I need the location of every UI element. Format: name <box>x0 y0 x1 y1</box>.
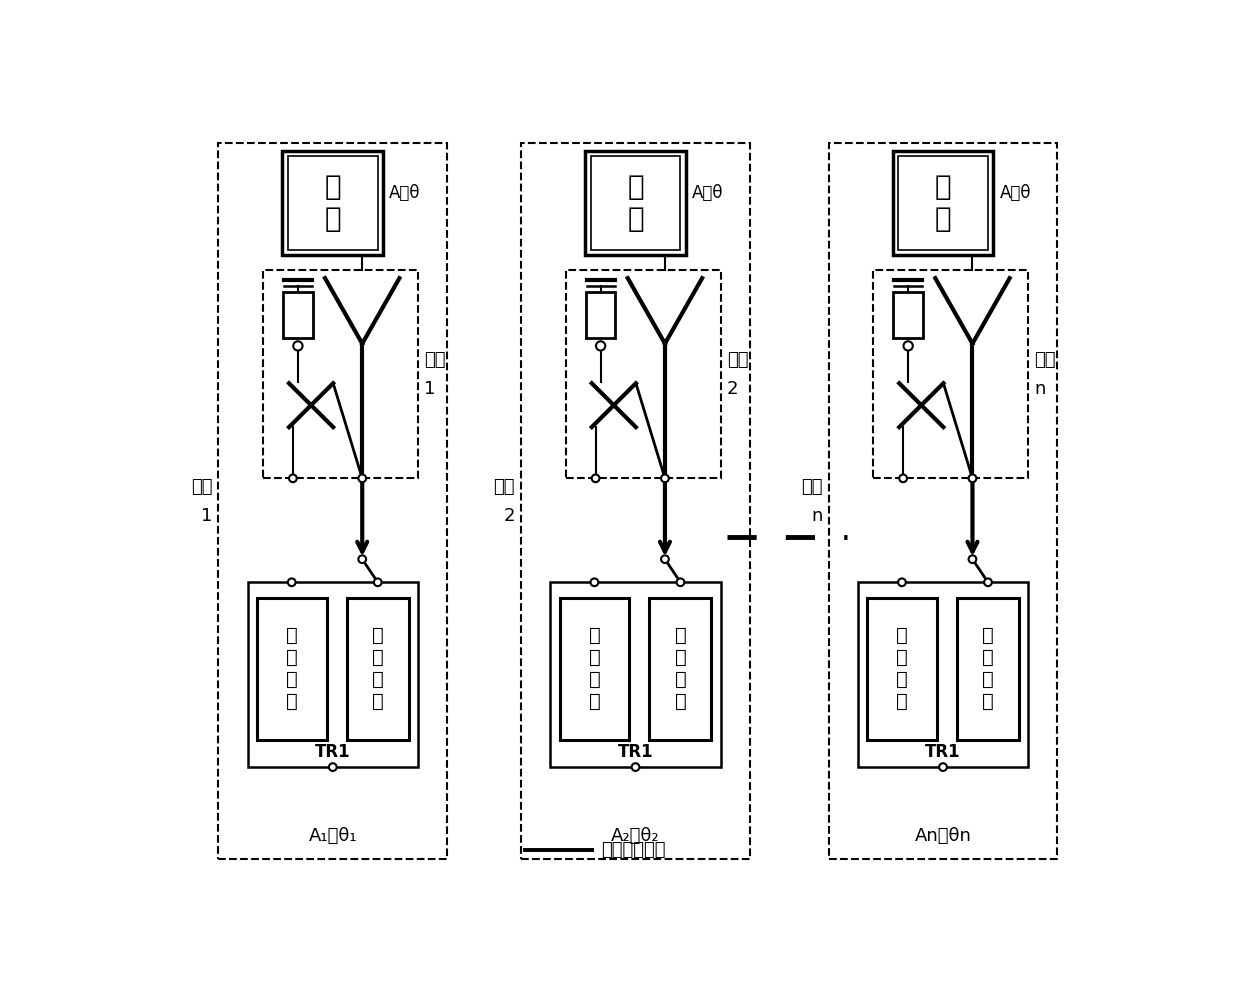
Circle shape <box>939 763 947 771</box>
Text: 链路
2: 链路 2 <box>494 478 515 525</box>
Circle shape <box>374 579 382 586</box>
Bar <box>858 583 1028 767</box>
Bar <box>248 583 418 767</box>
Bar <box>828 143 1058 860</box>
Circle shape <box>289 474 296 482</box>
Bar <box>873 271 1028 478</box>
Circle shape <box>677 579 684 586</box>
Bar <box>263 271 418 478</box>
Bar <box>283 292 312 339</box>
Text: 链路
n: 链路 n <box>801 478 822 525</box>
Bar <box>650 598 712 740</box>
Bar <box>585 151 686 255</box>
Circle shape <box>898 579 905 586</box>
Text: A、θ: A、θ <box>692 183 724 201</box>
Text: A₂、θ₂: A₂、θ₂ <box>611 828 660 846</box>
Bar <box>283 151 383 255</box>
Text: 链路
1: 链路 1 <box>191 478 212 525</box>
Text: 接收校准通道: 接收校准通道 <box>601 841 666 859</box>
Text: 探
头: 探 头 <box>935 173 951 233</box>
Circle shape <box>968 474 976 482</box>
Circle shape <box>904 342 913 351</box>
Text: 天线
1: 天线 1 <box>424 351 445 398</box>
Circle shape <box>358 474 366 482</box>
Text: TR1: TR1 <box>618 743 653 761</box>
Text: TR1: TR1 <box>315 743 351 761</box>
Circle shape <box>329 763 336 771</box>
Circle shape <box>899 474 906 482</box>
Circle shape <box>968 556 976 563</box>
Text: TR1: TR1 <box>925 743 961 761</box>
Bar <box>957 598 1019 740</box>
Bar <box>898 156 988 250</box>
Text: 天线
2: 天线 2 <box>727 351 749 398</box>
Bar <box>587 292 615 339</box>
Bar <box>257 598 326 740</box>
Circle shape <box>661 474 668 482</box>
Text: 天线
n: 天线 n <box>1034 351 1056 398</box>
Text: 探
头: 探 头 <box>627 173 644 233</box>
Bar <box>590 156 681 250</box>
Bar <box>521 143 750 860</box>
Circle shape <box>661 556 668 563</box>
Text: A₁、θ₁: A₁、θ₁ <box>309 828 357 846</box>
Circle shape <box>631 763 640 771</box>
Bar <box>347 598 409 740</box>
Bar <box>218 143 448 860</box>
Circle shape <box>596 342 605 351</box>
Bar <box>551 583 720 767</box>
Circle shape <box>358 556 366 563</box>
Circle shape <box>985 579 992 586</box>
Circle shape <box>591 474 599 482</box>
Text: 探
头: 探 头 <box>325 173 341 233</box>
Circle shape <box>293 342 303 351</box>
Bar <box>565 271 720 478</box>
Bar <box>893 292 923 339</box>
Text: A、θ: A、θ <box>389 183 420 201</box>
Bar <box>867 598 937 740</box>
Text: A、θ: A、θ <box>999 183 1032 201</box>
Text: 接
收
通
道: 接 收 通 道 <box>675 626 686 711</box>
Text: 发
射
通
道: 发 射 通 道 <box>897 626 908 711</box>
Circle shape <box>590 579 598 586</box>
Text: An、θn: An、θn <box>915 828 971 846</box>
Bar <box>559 598 629 740</box>
Text: 发
射
通
道: 发 射 通 道 <box>286 626 298 711</box>
Bar <box>893 151 993 255</box>
Text: 接
收
通
道: 接 收 通 道 <box>982 626 993 711</box>
Text: 接
收
通
道: 接 收 通 道 <box>372 626 383 711</box>
Text: 发
射
通
道: 发 射 通 道 <box>589 626 600 711</box>
Bar <box>288 156 378 250</box>
Circle shape <box>288 579 295 586</box>
